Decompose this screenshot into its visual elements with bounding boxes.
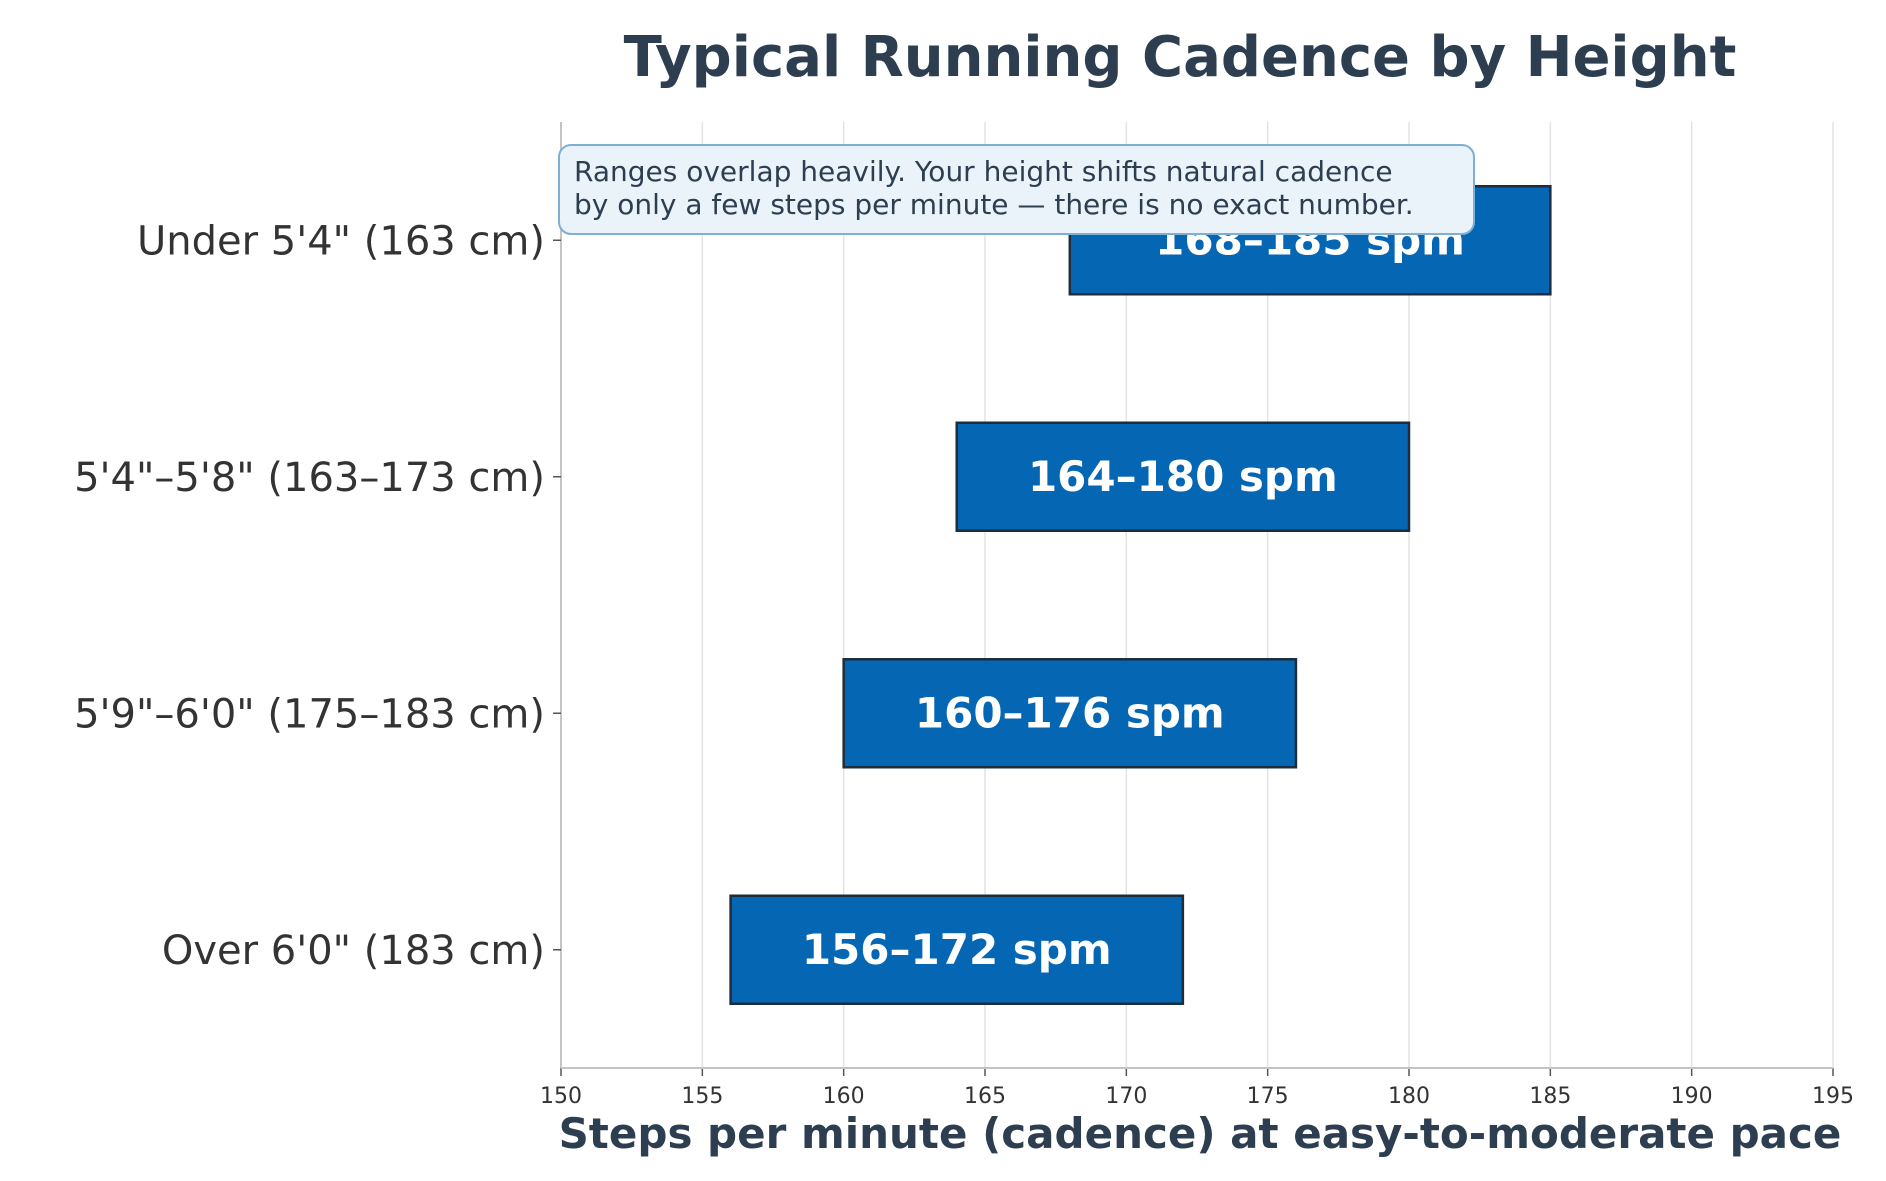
y-tick-label: Under 5'4" (163 cm) — [137, 218, 545, 264]
x-tick-label: 175 — [1247, 1084, 1289, 1109]
x-tick-label: 150 — [540, 1084, 582, 1109]
bar-value-label: 156–172 spm — [802, 925, 1112, 974]
y-tick-label: 5'4"–5'8" (163–173 cm) — [74, 455, 545, 501]
y-tick-label: Over 6'0" (183 cm) — [162, 928, 545, 974]
x-axis-label: Steps per minute (cadence) at easy-to-mo… — [559, 1109, 1842, 1158]
bar-value-label: 164–180 spm — [1028, 452, 1338, 501]
range-bar — [842, 658, 1298, 769]
x-tick-label: 170 — [1105, 1084, 1147, 1109]
x-tick-label: 195 — [1812, 1084, 1854, 1109]
chart-title: Typical Running Cadence by Height — [624, 25, 1737, 90]
x-tick-label: 180 — [1388, 1084, 1430, 1109]
annotation-box-background — [558, 144, 1475, 235]
x-tick-label: 190 — [1671, 1084, 1713, 1109]
x-axis-tick-labels: 150 155 160 165 170 175 180 185 190 195 — [540, 1084, 1854, 1109]
x-tick-label: 165 — [964, 1084, 1006, 1109]
y-tick-label: 5'9"–6'0" (175–183 cm) — [74, 691, 545, 737]
range-bar — [955, 421, 1411, 532]
annotation-line-1: Ranges overlap heavily. Your height shif… — [574, 155, 1393, 188]
range-bar — [729, 894, 1185, 1005]
annotation-box: Ranges overlap heavily. Your height shif… — [558, 144, 1475, 235]
x-tick-label: 185 — [1529, 1084, 1571, 1109]
x-tick-label: 155 — [681, 1084, 723, 1109]
x-tick-label: 160 — [823, 1084, 865, 1109]
bar-value-label: 160–176 spm — [915, 688, 1225, 737]
axes — [553, 122, 1834, 1076]
annotation-line-2: by only a few steps per minute — there i… — [574, 188, 1414, 221]
y-axis-tick-labels: Under 5'4" (163 cm) 5'4"–5'8" (163–173 cm… — [74, 218, 545, 974]
